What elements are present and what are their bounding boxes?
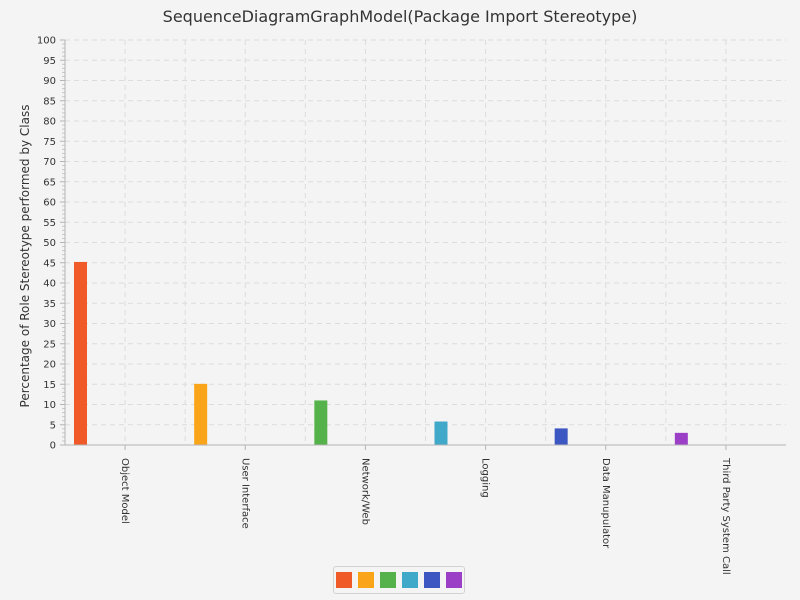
y-tick-label: 45: [43, 258, 56, 269]
y-tick-label: 35: [43, 299, 56, 310]
x-tick-label: Data Manupulator: [600, 458, 611, 549]
y-tick-label: 15: [43, 380, 56, 391]
legend-swatch: [402, 572, 418, 588]
y-tick-label: 55: [43, 218, 56, 229]
y-tick-label: 80: [43, 117, 56, 128]
legend-swatch: [380, 572, 396, 588]
chart-title: SequenceDiagramGraphModel(Package Import…: [162, 7, 638, 26]
y-tick-label: 70: [43, 157, 56, 168]
x-tick-label: Object Model: [119, 458, 130, 524]
x-tick-label: Third Party System Call: [720, 457, 731, 575]
y-tick-label: 90: [43, 76, 56, 87]
y-axis-ticks: 0 5 10 15 20 25 30 35 40 45 50 55 60 65 70 75 80 85 90 95 10…: [37, 36, 65, 452]
y-tick-label: 5: [50, 420, 56, 431]
bar-data-manupulator: [554, 428, 568, 445]
y-tick-label: 75: [43, 137, 56, 148]
bar-third-party-system-call: [674, 432, 688, 445]
bar-logging: [434, 421, 448, 445]
y-tick-label: 10: [43, 400, 56, 411]
x-tick-label: Logging: [480, 458, 491, 498]
y-tick-label: 20: [43, 360, 56, 371]
y-tick-label: 0: [50, 441, 56, 452]
grid-lines: [65, 39, 786, 445]
x-axis-tick-labels: Object Model User Interface Network/Web Log…: [119, 445, 731, 575]
legend-swatch: [446, 572, 462, 588]
y-tick-label: 85: [43, 96, 56, 107]
legend-swatch: [336, 572, 352, 588]
x-tick-label: User Interface: [239, 458, 250, 529]
legend-swatch: [358, 572, 374, 588]
bars: [74, 261, 688, 445]
legend-swatch: [424, 572, 440, 588]
y-tick-label: 65: [43, 177, 56, 188]
y-tick-label: 60: [43, 198, 56, 209]
legend: [333, 566, 465, 594]
y-tick-label: 25: [43, 339, 56, 350]
y-tick-label: 40: [43, 279, 56, 290]
bar-network-web: [314, 400, 328, 445]
y-tick-label: 30: [43, 319, 56, 330]
bar-object-model: [74, 261, 87, 445]
x-tick-label: Network/Web: [359, 458, 370, 525]
bar-user-interface: [194, 383, 208, 445]
y-tick-label: 100: [37, 36, 56, 47]
y-tick-label: 50: [43, 238, 56, 249]
y-tick-label: 95: [43, 56, 56, 67]
